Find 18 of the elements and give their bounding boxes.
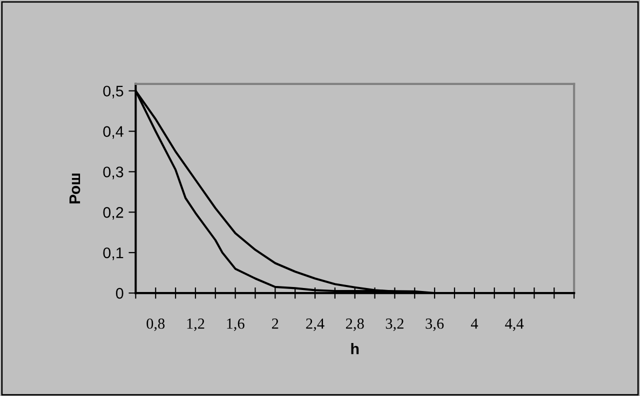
x-tick-label: 4,4 bbox=[505, 318, 524, 331]
x-tick-label: 2 bbox=[272, 318, 278, 329]
y-tick-label: 0 bbox=[116, 288, 124, 299]
y-tick-label: 0,5 bbox=[103, 86, 124, 98]
x-axis-title: h bbox=[351, 343, 359, 354]
x-tick-label: 2,4 bbox=[306, 318, 324, 331]
x-tick-label: 1,2 bbox=[187, 318, 204, 331]
y-axis-title: Рош bbox=[70, 174, 80, 204]
x-tick-label: 3,2 bbox=[386, 318, 404, 331]
x-tick-label: 4 bbox=[470, 318, 478, 329]
x-tick-label: 1,6 bbox=[227, 318, 244, 331]
y-tick-label: 0,2 bbox=[103, 207, 124, 220]
y-tick-label: 0,3 bbox=[103, 166, 124, 180]
x-tick-label: 2,8 bbox=[346, 318, 364, 331]
y-tick-label: 0,1 bbox=[103, 247, 124, 260]
x-tick-label: 3,6 bbox=[426, 318, 444, 331]
y-tick-label: 0,4 bbox=[103, 126, 124, 139]
x-tick-label: 0,8 bbox=[146, 318, 165, 331]
